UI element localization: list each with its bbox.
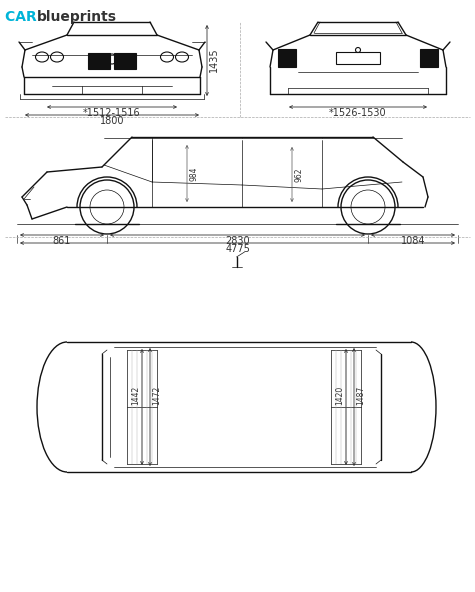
Ellipse shape — [50, 52, 64, 62]
Text: 1487: 1487 — [356, 385, 365, 404]
Text: 1800: 1800 — [100, 116, 124, 126]
Text: CAR: CAR — [5, 10, 42, 24]
Text: 4775: 4775 — [225, 244, 250, 254]
Bar — [420, 49, 438, 67]
Text: 984: 984 — [189, 166, 198, 181]
Bar — [88, 53, 110, 69]
Bar — [114, 53, 136, 69]
Text: 1084: 1084 — [401, 236, 425, 246]
Text: *1512-1516: *1512-1516 — [83, 108, 141, 118]
Ellipse shape — [36, 52, 48, 62]
Bar — [278, 49, 296, 67]
Ellipse shape — [175, 52, 189, 62]
Text: 1442: 1442 — [131, 385, 140, 404]
Text: 861: 861 — [53, 236, 71, 246]
Text: 1435: 1435 — [209, 47, 219, 72]
Text: 1472: 1472 — [152, 385, 161, 404]
Bar — [336, 52, 380, 64]
Text: 962: 962 — [294, 168, 303, 182]
Text: blueprints: blueprints — [37, 10, 117, 24]
Text: 1420: 1420 — [335, 385, 344, 404]
Text: *1526-1530: *1526-1530 — [329, 108, 387, 118]
Ellipse shape — [161, 52, 173, 62]
Text: 2830: 2830 — [225, 236, 250, 246]
